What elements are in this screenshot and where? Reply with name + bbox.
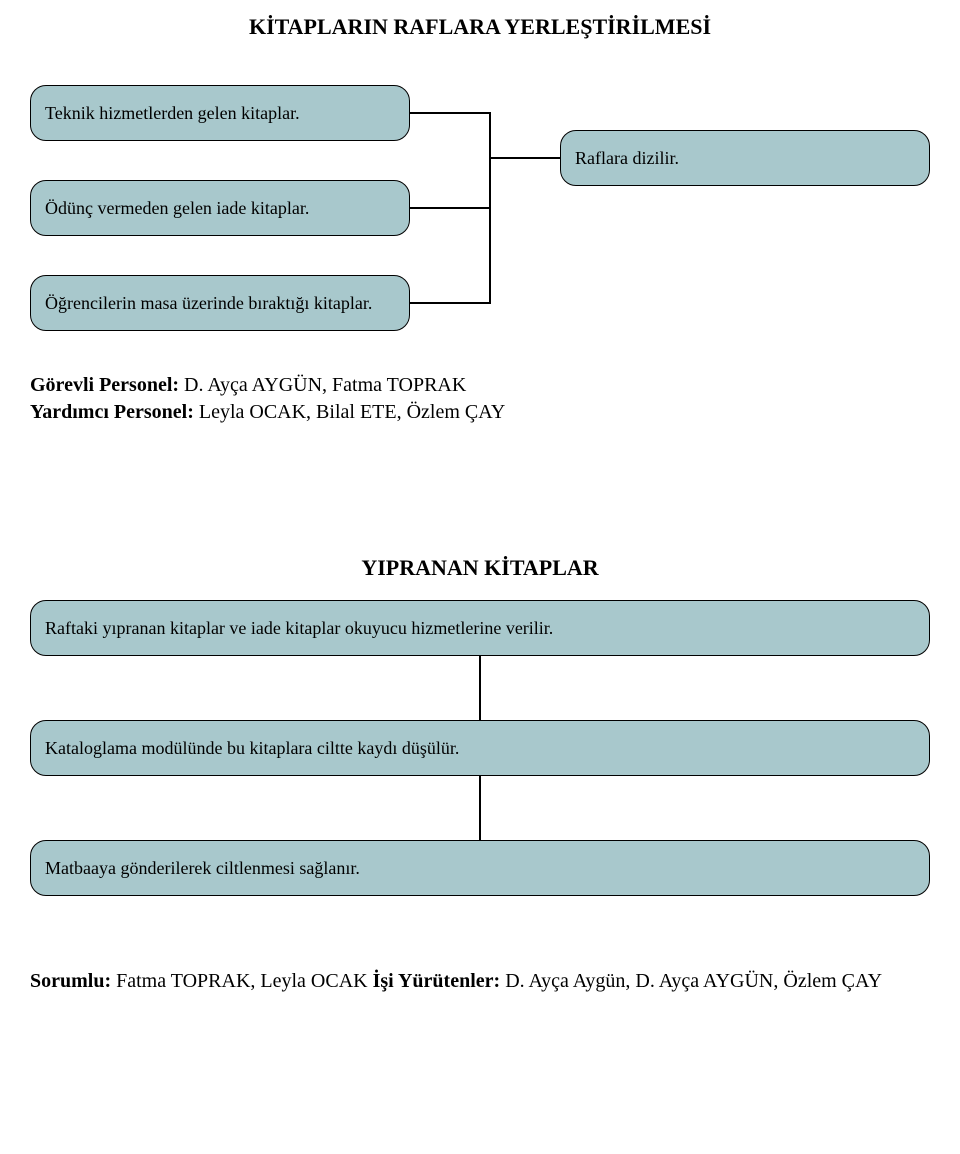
flow2-node-send-bindery: Matbaaya gönderilerek ciltlenmesi sağlan… — [30, 840, 930, 896]
node-label: Matbaaya gönderilerek ciltlenmesi sağlan… — [45, 858, 360, 879]
flow1-node-source-technical: Teknik hizmetlerden gelen kitaplar. — [30, 85, 410, 141]
page-title-1: KİTAPLARIN RAFLARA YERLEŞTİRİLMESİ — [100, 14, 860, 40]
node-label: Kataloglama modülünde bu kitaplara ciltt… — [45, 738, 459, 759]
personnel-value: D. Ayça AYGÜN, Fatma TOPRAK — [184, 374, 466, 396]
flow2-node-catalog-drop: Kataloglama modülünde bu kitaplara ciltt… — [30, 720, 930, 776]
personnel-label: Sorumlu: — [30, 970, 116, 992]
personnel-block-1: Görevli Personel: D. Ayça AYGÜN, Fatma T… — [30, 372, 930, 426]
connector-line — [410, 158, 490, 303]
personnel-value: Fatma TOPRAK, Leyla OCAK — [116, 970, 372, 992]
flow2-node-worn-books: Raftaki yıpranan kitaplar ve iade kitapl… — [30, 600, 930, 656]
personnel-label: Görevli Personel: — [30, 374, 184, 396]
personnel-label: İşi Yürütenler: — [373, 970, 506, 992]
connector-line — [410, 113, 560, 158]
node-label: Öğrencilerin masa üzerinde bıraktığı kit… — [45, 293, 372, 314]
node-label: Teknik hizmetlerden gelen kitaplar. — [45, 103, 300, 124]
connector-line — [410, 158, 560, 208]
node-label: Raflara dizilir. — [575, 148, 679, 169]
personnel-value: Leyla OCAK, Bilal ETE, Özlem ÇAY — [199, 401, 505, 423]
personnel-label: Yardımcı Personel: — [30, 401, 199, 423]
flow1-node-source-returns: Ödünç vermeden gelen iade kitaplar. — [30, 180, 410, 236]
node-label: Raftaki yıpranan kitaplar ve iade kitapl… — [45, 618, 553, 639]
page-title-2: YIPRANAN KİTAPLAR — [100, 555, 860, 581]
flow1-node-source-students: Öğrencilerin masa üzerinde bıraktığı kit… — [30, 275, 410, 331]
flow1-node-shelve: Raflara dizilir. — [560, 130, 930, 186]
personnel-value: D. Ayça Aygün, D. Ayça AYGÜN, Özlem ÇAY — [505, 970, 882, 992]
personnel-block-2: Sorumlu: Fatma TOPRAK, Leyla OCAK İşi Yü… — [30, 968, 930, 995]
node-label: Ödünç vermeden gelen iade kitaplar. — [45, 198, 309, 219]
